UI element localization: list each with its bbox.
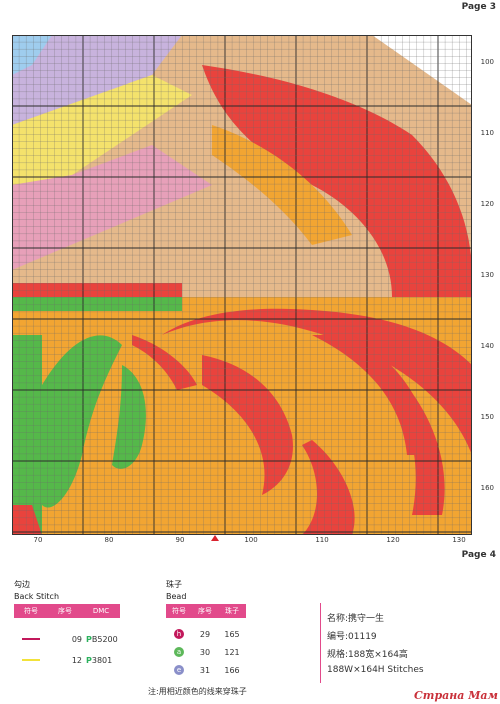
pattern-name: 名称:携守一生 — [327, 614, 385, 624]
back-stitch-number: 12 — [71, 655, 82, 665]
bead-header-number: 序号 — [198, 607, 212, 615]
cross-stitch-chart — [12, 35, 472, 535]
pattern-info-box: 名称:携守一生 编号:01119 规格:188宽×164高 188W×164H … — [320, 603, 476, 683]
bead-row: a 30 121 — [166, 646, 246, 658]
row-label-110: 110 — [480, 129, 494, 137]
bead-header: 符号 序号 珠子 — [166, 604, 246, 618]
bead-title-en: Bead — [166, 592, 187, 601]
col-label-70: 70 — [33, 536, 43, 544]
dmc-prefix: P — [86, 655, 92, 665]
back-stitch-header-symbol: 符号 — [24, 607, 38, 615]
back-stitch-title-en: Back Stitch — [14, 592, 60, 601]
col-label-130: 130 — [452, 536, 466, 544]
col-label-120: 120 — [386, 536, 400, 544]
row-label-120: 120 — [480, 200, 494, 208]
back-stitch-title-cn: 勾边 — [14, 580, 30, 589]
back-stitch-header-dmc: DMC — [92, 607, 110, 615]
bead-row: e 31 166 — [166, 664, 246, 676]
back-stitch-header: 符号 序号 DMC — [14, 604, 120, 618]
row-label-150: 150 — [480, 413, 494, 421]
row-label-130: 130 — [480, 271, 494, 279]
bead-code: 166 — [224, 665, 240, 675]
pattern-size: 规格:188宽×164高 — [327, 650, 408, 660]
dmc-code: B5200 — [91, 634, 118, 644]
bead-code: 165 — [224, 629, 240, 639]
chart-grid — [12, 35, 472, 535]
page-label-bottom: Page 4 — [461, 550, 496, 560]
bead-symbol-icon: e — [174, 665, 184, 675]
row-label-140: 140 — [480, 342, 494, 350]
back-stitch-row: 09 PB5200 — [14, 633, 134, 645]
back-stitch-number: 09 — [71, 634, 82, 644]
col-label-80: 80 — [104, 536, 114, 544]
bead-header-symbol: 符号 — [172, 607, 186, 615]
bead-symbol-icon: h — [174, 629, 184, 639]
page-label-top: Page 3 — [461, 2, 496, 12]
col-label-110: 110 — [315, 536, 329, 544]
pattern-code: 编号:01119 — [327, 632, 377, 642]
bead-code: 121 — [224, 647, 240, 657]
back-stitch-header-number: 序号 — [58, 607, 72, 615]
dmc-code: 3801 — [91, 655, 113, 665]
bead-number: 30 — [199, 647, 211, 657]
row-label-160: 160 — [480, 484, 494, 492]
bead-number: 29 — [199, 629, 211, 639]
bead-row: h 29 165 — [166, 628, 246, 640]
center-marker-icon — [211, 535, 219, 541]
col-label-90: 90 — [175, 536, 185, 544]
bead-title-cn: 珠子 — [166, 580, 182, 589]
row-label-100: 100 — [480, 58, 494, 66]
bead-note: 注:用相近颜色的线来穿珠子 — [148, 687, 247, 696]
bead-symbol-icon: a — [174, 647, 184, 657]
back-stitch-row: 12 P3801 — [14, 654, 134, 666]
pattern-stitches: 188W×164H Stitches — [327, 665, 424, 675]
dmc-prefix: P — [86, 634, 92, 644]
back-stitch-line-swatch — [22, 659, 40, 661]
back-stitch-line-swatch — [22, 638, 40, 640]
watermark: Страна Мам — [414, 689, 498, 702]
col-label-100: 100 — [244, 536, 258, 544]
bead-number: 31 — [199, 665, 211, 675]
bead-header-bead: 珠子 — [225, 607, 239, 615]
